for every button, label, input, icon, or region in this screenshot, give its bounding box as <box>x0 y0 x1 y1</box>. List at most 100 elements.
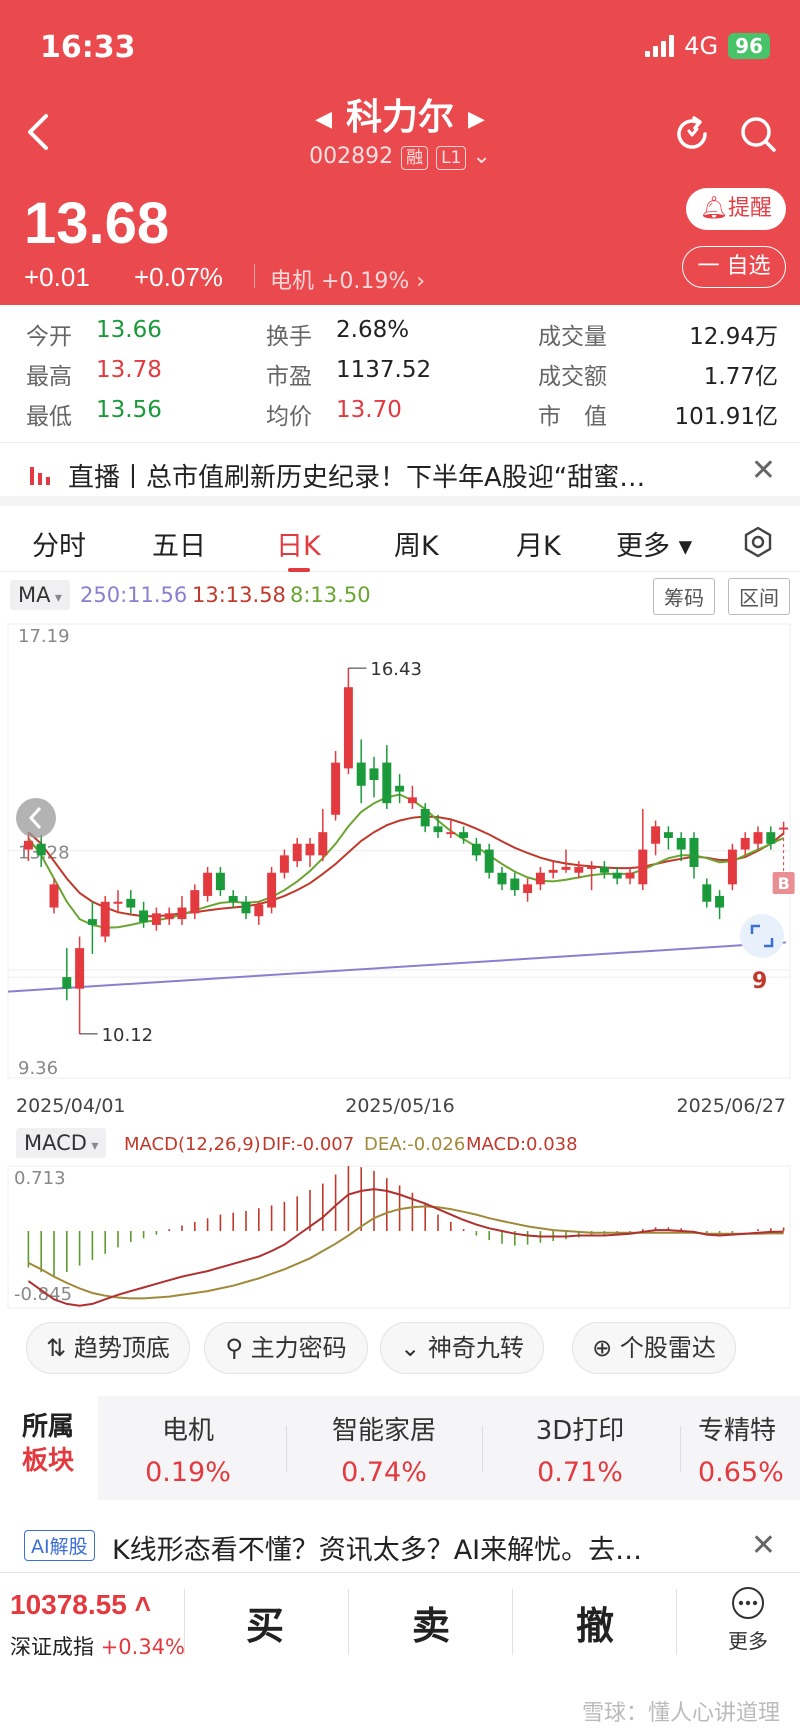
stat-value: 13.66 <box>96 317 162 343</box>
sector-item-motor[interactable]: 电机 0.19% <box>145 1416 231 1488</box>
tab-more[interactable]: 更多 ▾ <box>616 531 693 562</box>
index-name-line[interactable]: 深证成指 +0.34% <box>10 1635 185 1659</box>
close-icon[interactable]: ✕ <box>750 1528 776 1563</box>
chip-button[interactable]: 筹码 <box>653 578 715 615</box>
candle-body <box>75 948 85 989</box>
candle-body <box>689 837 699 867</box>
sell-button[interactable]: 卖 <box>412 1604 451 1648</box>
candle-body <box>215 872 225 891</box>
tab-daily-k[interactable]: 日K <box>276 531 321 562</box>
candlestick-chart[interactable]: 17.1913.289.3616.4310.12B2025/04/012025/… <box>0 618 800 1124</box>
stat-value: 2.68% <box>336 317 410 343</box>
candle-body <box>766 832 776 844</box>
back-icon[interactable] <box>24 112 54 152</box>
candle-body <box>510 878 520 891</box>
ma-legend: MA ▾ 250:11.56 13:13.58 8:13.50 筹码 区间 <box>0 574 800 618</box>
chart-frame <box>7 1165 791 1309</box>
tab-monthly-k[interactable]: 月K <box>516 531 561 562</box>
sector-item-smart-home[interactable]: 智能家居 0.74% <box>331 1416 436 1488</box>
more-button[interactable]: 更多 <box>718 1585 778 1654</box>
indicator-selector[interactable]: MA ▾ <box>10 580 70 610</box>
candle-body <box>433 826 443 833</box>
tab-intraday[interactable]: 分时 <box>32 531 86 562</box>
stat-label: 市 值 <box>538 404 607 430</box>
sector-link[interactable]: 电机 +0.19% › <box>270 269 426 294</box>
candle-body <box>331 762 341 815</box>
sector-item-specialized[interactable]: 专精特 0.65% <box>698 1416 784 1488</box>
candle-body <box>625 872 635 879</box>
cancel-order-button[interactable]: 撤 <box>576 1604 615 1648</box>
signal-icon <box>645 35 675 57</box>
candle-body <box>49 884 59 908</box>
candle-body <box>87 919 97 925</box>
candle-body <box>561 866 571 870</box>
main-force-code-button[interactable]: ⚲ 主力密码 <box>204 1322 368 1374</box>
stock-radar-button[interactable]: ⊕ 个股雷达 <box>572 1322 736 1374</box>
candle-body <box>459 832 469 838</box>
ai-banner-text[interactable]: K线形态看不懂？资讯太多？AI来解忧。去… <box>112 1535 643 1566</box>
stock-header: 16:33 4G 96 ◀ 科力尔 ▶ 002892 融 L1 ⌄ 13.68 +0.01… <box>0 0 800 305</box>
stat-value: 13.78 <box>96 357 162 383</box>
candle-body <box>318 832 328 856</box>
macd-title: MACD(12,26,9) <box>124 1134 261 1155</box>
ai-banner[interactable]: AI解股 K线形态看不懂？资讯太多？AI来解忧。去… ✕ <box>0 1520 800 1580</box>
search-icon[interactable] <box>738 114 778 154</box>
live-icon <box>30 467 50 485</box>
candle-body <box>356 762 366 786</box>
ma8-value: 8:13.50 <box>290 583 371 607</box>
y-tick-label: 17.19 <box>18 626 70 647</box>
candle-body <box>267 872 277 908</box>
settings-icon[interactable] <box>742 526 774 558</box>
live-news-banner[interactable]: 直播丨总市值刷新历史纪录！下半年A股迎“甜蜜… ✕ <box>0 442 800 506</box>
expand-arrows-icon <box>750 924 774 948</box>
y-tick-label: 9.36 <box>18 1058 58 1079</box>
macd-selector[interactable]: MACD ▾ <box>16 1128 107 1158</box>
tab-weekly-k[interactable]: 周K <box>394 531 439 562</box>
buy-marker-label: B <box>778 874 790 893</box>
news-text[interactable]: 直播丨总市值刷新历史纪录！下半年A股迎“甜蜜… <box>68 463 646 493</box>
stat-value: 13.56 <box>96 397 162 423</box>
network-label: 4G <box>684 32 719 60</box>
range-button[interactable]: 区间 <box>728 578 790 615</box>
collapse-left-icon[interactable] <box>16 798 56 838</box>
candle-body <box>254 904 264 917</box>
trend-top-bottom-button[interactable]: ⇅ 趋势顶底 <box>26 1322 190 1374</box>
macd-value: MACD:0.038 <box>466 1134 578 1155</box>
price-change-pct: +0.07% <box>134 262 223 292</box>
stat-label: 最低 <box>26 404 72 430</box>
next-stock-icon[interactable]: ▶ <box>468 106 485 132</box>
buy-button[interactable]: 买 <box>246 1604 285 1648</box>
more-dots-icon <box>732 1587 764 1619</box>
stat-value: 1.77亿 <box>703 364 778 390</box>
dif-value: DIF:-0.007 <box>262 1134 355 1155</box>
low-price-label: 10.12 <box>102 1025 154 1046</box>
stat-value: 1137.52 <box>336 357 432 383</box>
ma13-value: 13:13.58 <box>192 583 286 607</box>
add-watchlist-button[interactable]: 一 自选 <box>682 246 786 288</box>
stat-label: 最高 <box>26 364 72 390</box>
refresh-icon[interactable] <box>672 114 712 154</box>
divider <box>348 1589 349 1655</box>
fullscreen-icon[interactable] <box>740 914 784 958</box>
macd-chart[interactable]: 0.713-0.845 <box>0 1162 800 1312</box>
stat-label: 均价 <box>266 404 312 430</box>
candle-body <box>292 843 302 862</box>
sector-item-3d-print[interactable]: 3D打印 0.71% <box>535 1416 625 1488</box>
tab-five-day[interactable]: 五日 <box>152 531 206 562</box>
chevron-down-icon[interactable]: ⌄ <box>472 144 491 169</box>
level-tag[interactable]: L1 <box>436 146 467 170</box>
index-value[interactable]: 10378.55 ˄ <box>10 1589 151 1620</box>
alert-button[interactable]: 🔔︎提醒 <box>686 188 786 230</box>
chart-period-tabs: 分时 五日 日K 周K 月K 更多 ▾ <box>0 512 800 572</box>
divider <box>286 1426 287 1472</box>
sector-panel: 所属 板块 电机 0.19% 智能家居 0.74% 3D打印 0.71% 专精特 0.65… <box>0 1396 800 1500</box>
candle-body <box>535 872 545 885</box>
stat-label: 成交额 <box>538 364 607 390</box>
candle-body <box>676 837 686 850</box>
close-icon[interactable]: ✕ <box>750 453 776 488</box>
candle-body <box>407 797 417 804</box>
prev-stock-icon[interactable]: ◀ <box>315 106 332 132</box>
y-tick-label: 0.713 <box>14 1168 66 1189</box>
candle-body <box>369 768 379 780</box>
magic-nine-button[interactable]: ⌄ 神奇九转 <box>380 1322 544 1374</box>
